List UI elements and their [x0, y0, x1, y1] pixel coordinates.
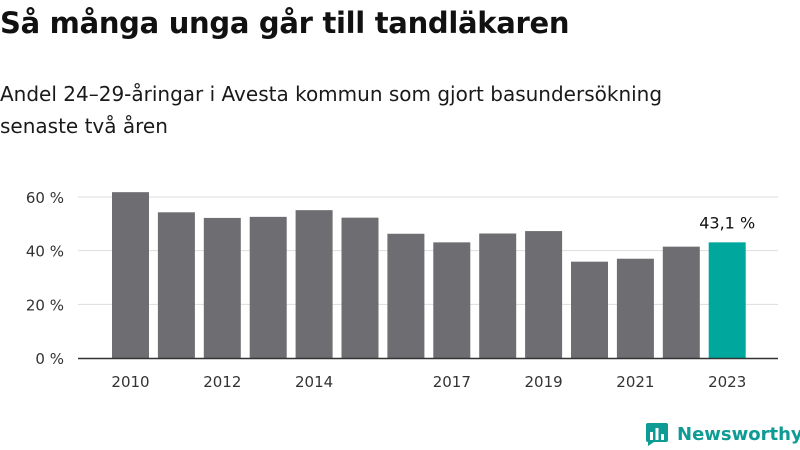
x-axis-labels: 2010 2012 2014 2017 2019 2021 2023: [111, 373, 746, 391]
y-tick-label: 0 %: [35, 350, 64, 368]
newsworthy-logo[interactable]: Newsworthy: [645, 420, 800, 448]
y-tick-label: 20 %: [26, 296, 64, 314]
bar-2018: [479, 233, 517, 358]
bar-2019: [525, 231, 563, 358]
newsworthy-icon: [646, 423, 668, 446]
x-tick-label: 2021: [616, 373, 654, 391]
bar-2023: [708, 242, 746, 358]
bar-2010: [112, 192, 149, 358]
x-tick-label: 2023: [708, 373, 746, 391]
bar-2016: [387, 233, 425, 358]
y-axis-labels: 0 % 20 % 40 % 60 %: [26, 189, 64, 368]
bar-2022: [662, 246, 700, 358]
bar-2017: [433, 242, 471, 358]
bar-2015: [341, 217, 379, 358]
bar-2013: [249, 216, 287, 358]
x-tick-label: 2014: [295, 373, 333, 391]
annotations: 43,1 %: [699, 213, 755, 232]
x-tick-label: 2012: [203, 373, 241, 391]
bar-2021: [616, 258, 654, 358]
y-tick-label: 60 %: [26, 189, 64, 207]
bar-2014: [295, 210, 333, 358]
y-tick-label: 40 %: [26, 243, 64, 261]
bars: [112, 192, 746, 358]
x-tick-label: 2017: [433, 373, 471, 391]
bar-2012: [203, 217, 241, 358]
x-tick-label: 2019: [525, 373, 563, 391]
bar-2011: [157, 212, 195, 358]
brand-name: Newsworthy: [677, 423, 800, 445]
bar-2020: [571, 261, 608, 358]
highlight-value-label: 43,1 %: [699, 213, 755, 232]
chart-title: Så många unga går till tandläkaren: [0, 6, 570, 40]
x-tick-label: 2010: [111, 373, 149, 391]
chart-subtitle: Andel 24–29-åringar i Avesta kommun som …: [0, 82, 663, 138]
